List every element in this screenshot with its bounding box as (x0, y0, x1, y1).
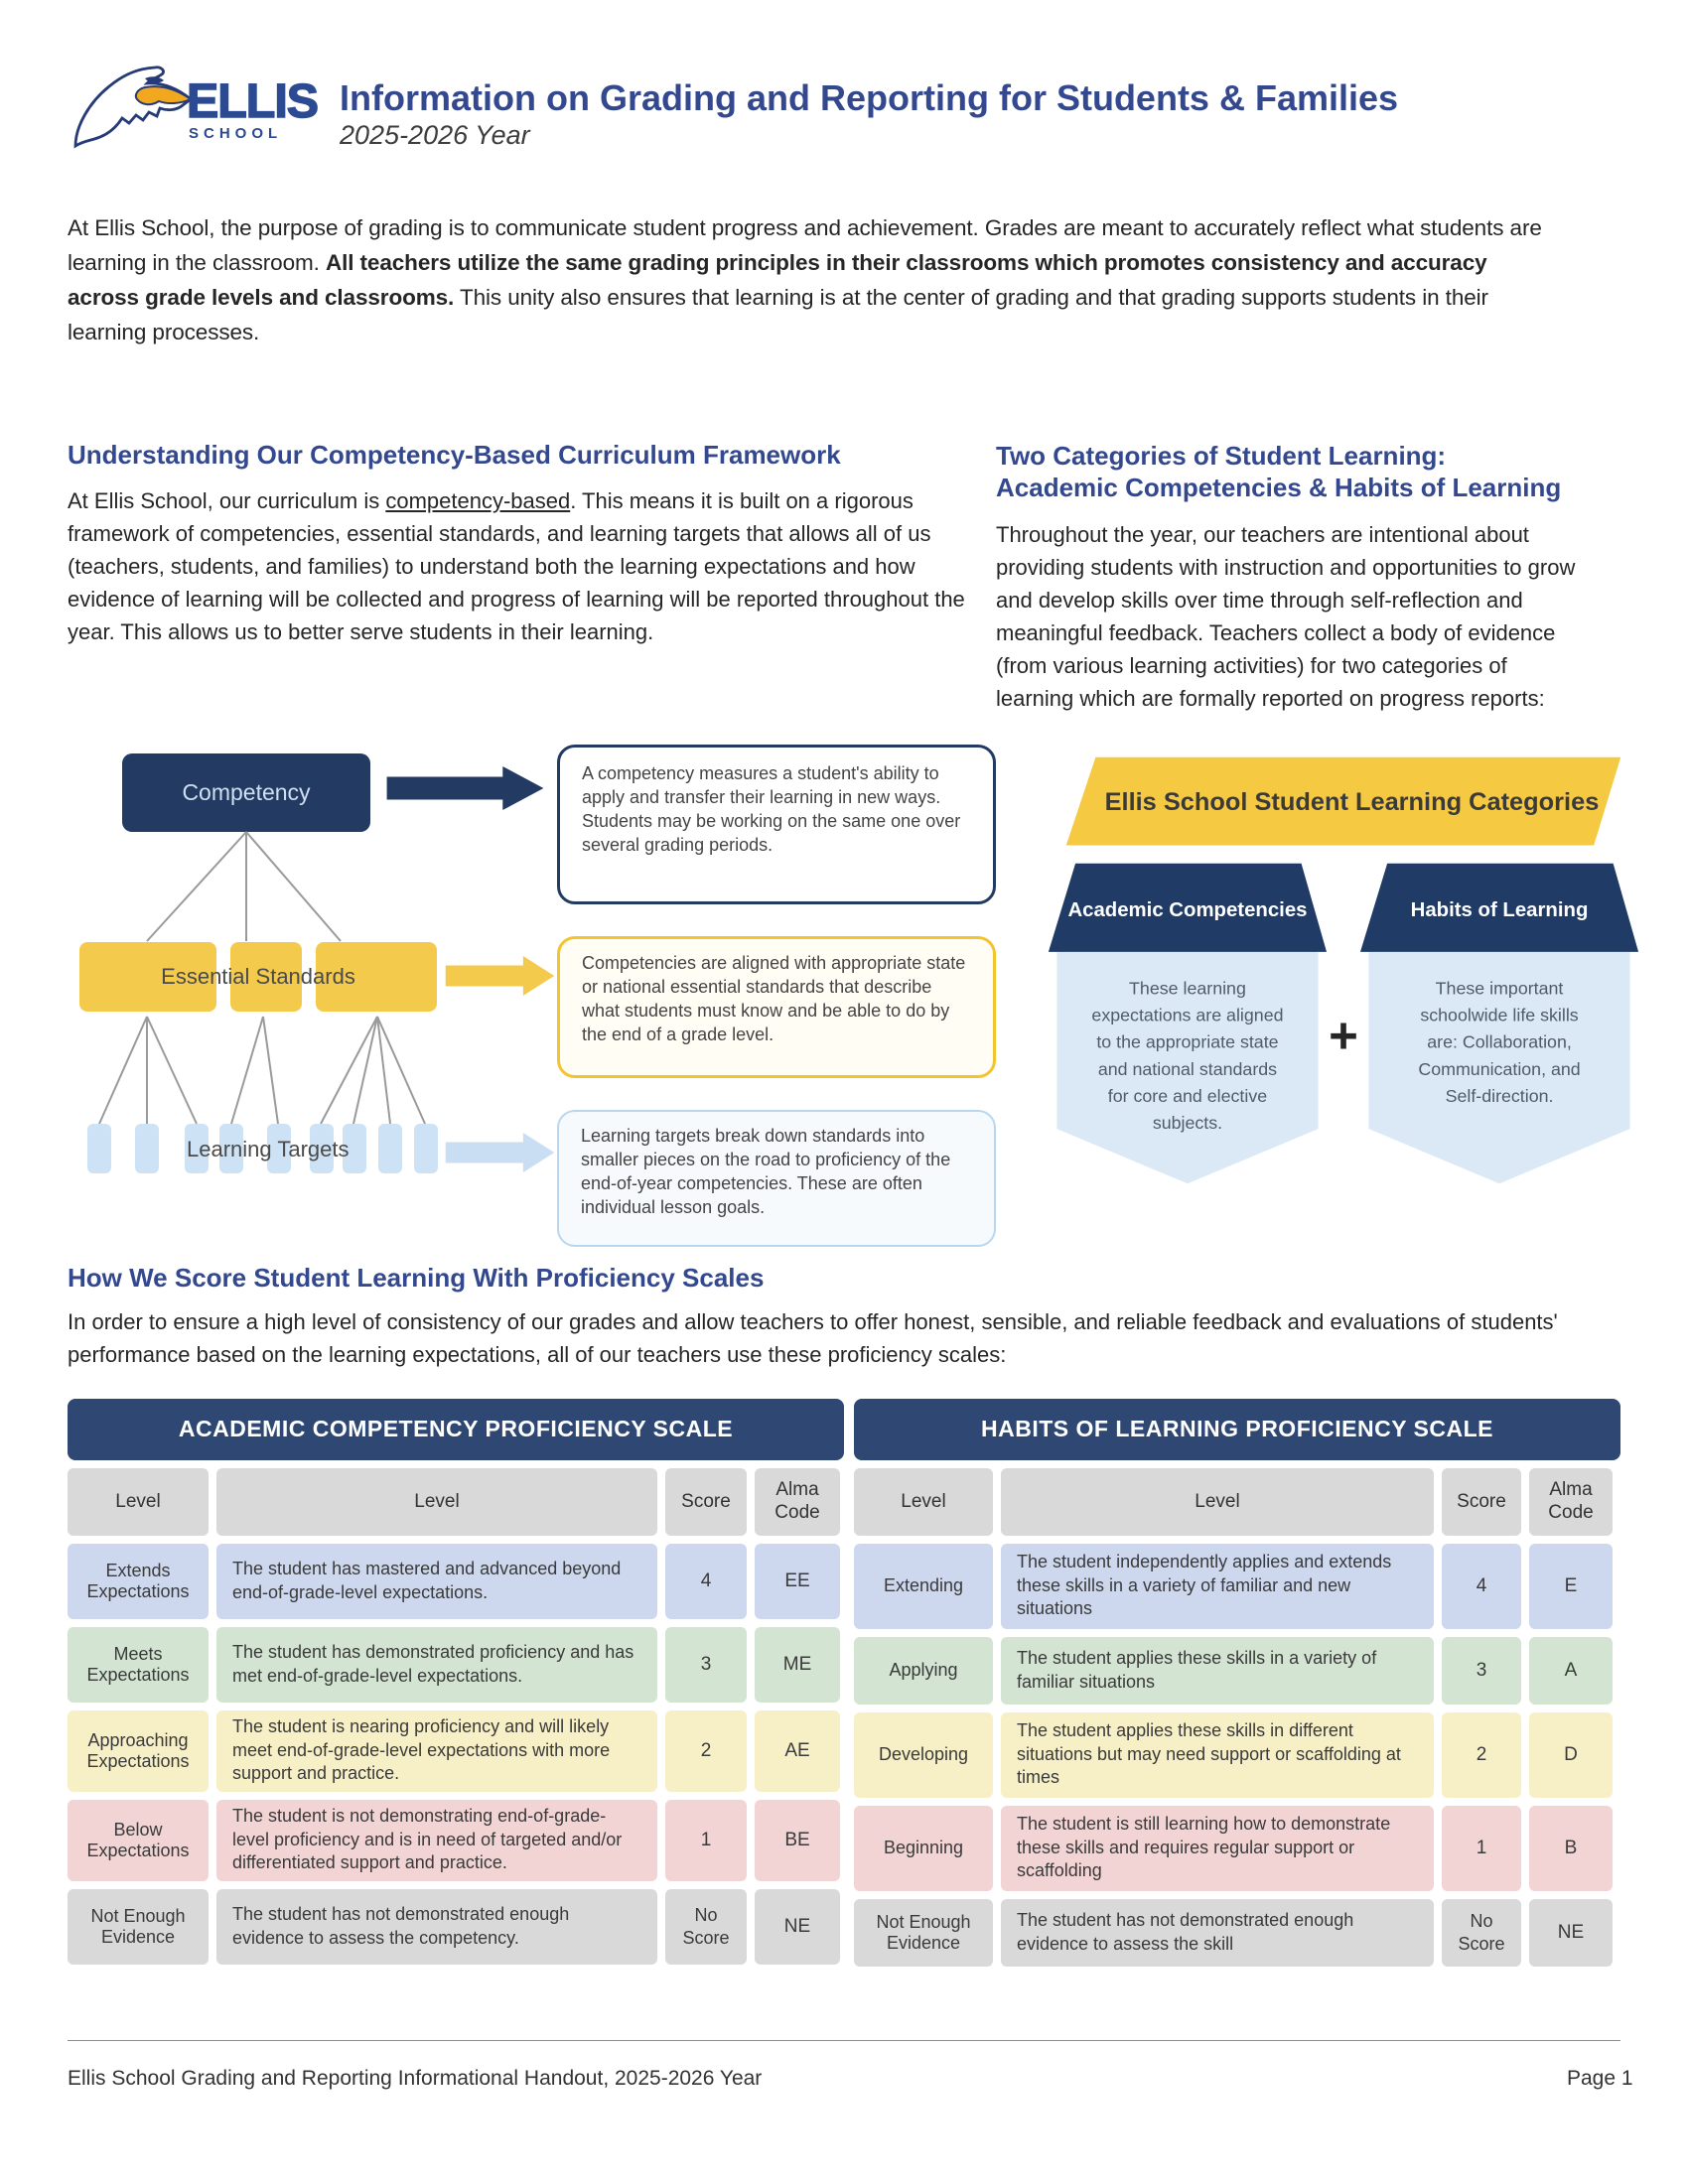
svg-text:ELLIS: ELLIS (187, 75, 318, 128)
svg-text:schoolwide life skills: schoolwide life skills (1420, 1005, 1578, 1024)
svg-text:These learning: These learning (1129, 978, 1246, 998)
svg-text:SCHOOL: SCHOOL (189, 125, 282, 142)
svg-text:These important: These important (1436, 978, 1564, 998)
svg-text:are: Collaboration,: are: Collaboration, (1427, 1031, 1572, 1051)
svg-text:+: + (1329, 1007, 1358, 1063)
svg-text:Self-direction.: Self-direction. (1446, 1085, 1554, 1105)
svg-text:for core and elective: for core and elective (1108, 1085, 1267, 1105)
svg-text:expectations are aligned: expectations are aligned (1091, 1005, 1283, 1024)
svg-text:and national standards: and national standards (1098, 1058, 1277, 1078)
svg-text:Communication, and: Communication, and (1418, 1058, 1580, 1078)
svg-text:subjects.: subjects. (1153, 1113, 1222, 1133)
svg-text:to the appropriate state: to the appropriate state (1096, 1031, 1278, 1051)
svg-text:Academic Competencies: Academic Competencies (1067, 899, 1307, 921)
svg-text:Ellis School Student Learning: Ellis School Student Learning Categories (1105, 788, 1600, 816)
svg-text:Habits of Learning: Habits of Learning (1411, 899, 1589, 921)
